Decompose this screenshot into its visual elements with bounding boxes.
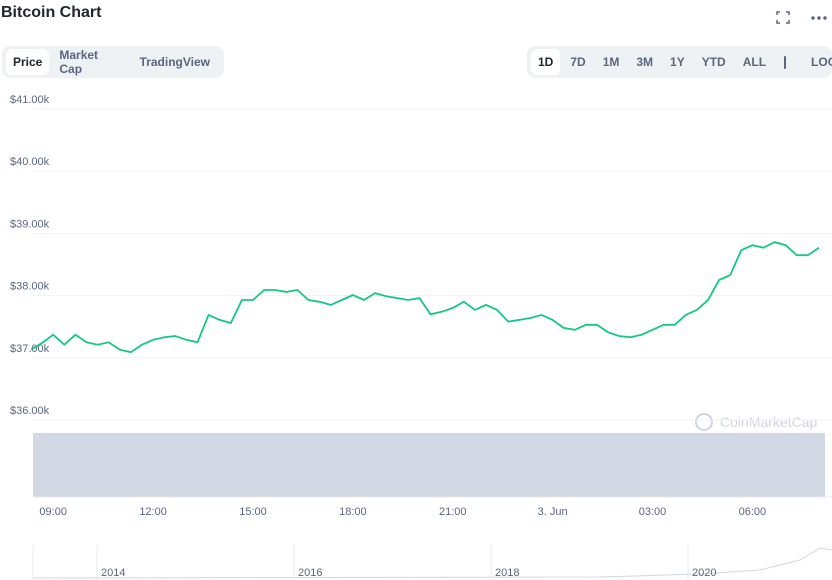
y-tick-label: $36.00k <box>10 405 50 417</box>
nav-label: 2018 <box>495 567 519 579</box>
x-tick-label: 3. Jun <box>538 506 568 518</box>
range-button[interactable]: 1D <box>531 49 561 75</box>
x-tick-label: 21:00 <box>439 506 467 518</box>
range-group: 1D 7D 1M 3M 1Y YTD ALL LOG <box>527 46 832 78</box>
price-line <box>30 241 820 354</box>
x-tick-label: 03:00 <box>639 506 667 518</box>
nav-label: 2016 <box>298 567 322 579</box>
y-tick-label: $38.00k <box>10 281 50 293</box>
range-button[interactable]: 1Y <box>670 55 685 69</box>
calendar-button[interactable] <box>784 55 787 69</box>
tab[interactable]: Price <box>6 49 50 75</box>
menu-dot[interactable] <box>817 16 821 20</box>
x-tick-label: 06:00 <box>739 506 767 518</box>
navigator <box>32 545 832 580</box>
x-tick-label: 09:00 <box>39 506 67 518</box>
nav-line <box>32 547 832 579</box>
y-tick-label: $41.00k <box>10 94 50 106</box>
range-button[interactable]: 3M <box>636 55 654 69</box>
range-button[interactable]: YTD <box>701 55 726 69</box>
menu-dot[interactable] <box>823 16 827 20</box>
y-tick-label: $39.00k <box>10 218 50 230</box>
menu-dot[interactable] <box>811 16 815 20</box>
tab[interactable]: TradingView <box>139 55 210 69</box>
y-tick-label: $37.00k <box>10 343 50 355</box>
nav-label: 2020 <box>692 567 716 579</box>
x-tick-label: 12:00 <box>139 506 167 518</box>
nav-label: 2014 <box>101 567 125 579</box>
range-button[interactable]: ALL <box>742 55 767 69</box>
watermark-logo <box>695 413 713 431</box>
title: Bitcoin Chart <box>1 4 102 21</box>
header-icons <box>776 11 827 24</box>
log-button[interactable]: LOG <box>811 55 832 69</box>
range-button[interactable]: 7D <box>570 55 586 69</box>
range-button[interactable]: 1M <box>602 55 620 69</box>
tab-group: Price Market Cap TradingView <box>2 46 224 78</box>
volume-area <box>33 433 825 497</box>
y-tick-label: $40.00k <box>10 156 50 168</box>
tab[interactable]: Market Cap <box>59 48 99 76</box>
x-tick-label: 18:00 <box>339 506 367 518</box>
fullscreen-icon[interactable] <box>776 11 790 24</box>
x-tick-label: 15:00 <box>239 506 267 518</box>
watermark: CoinMarketCap <box>720 414 817 430</box>
